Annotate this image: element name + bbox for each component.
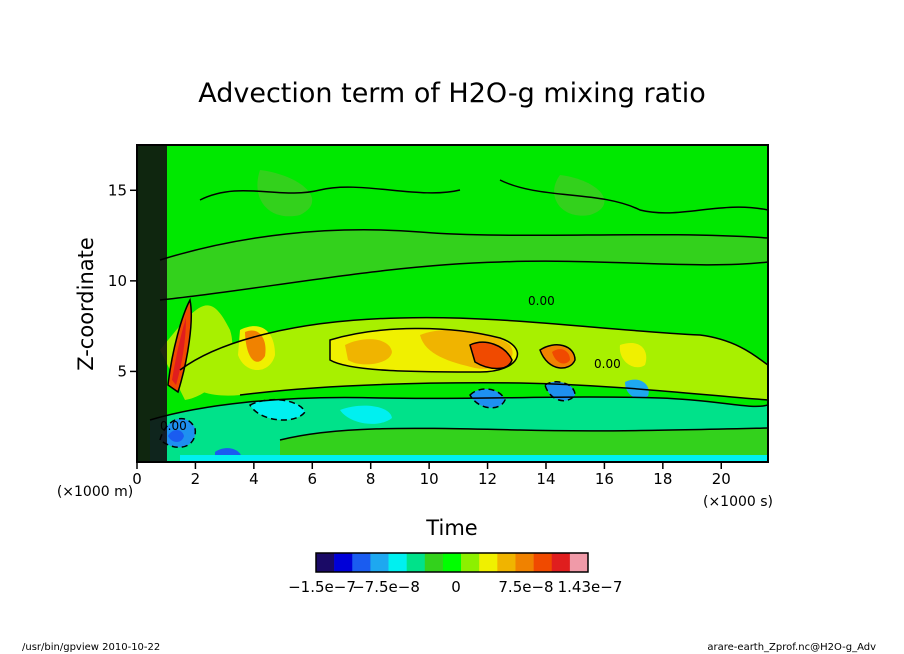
contour-label: 0.00 xyxy=(594,357,621,371)
contour-lines xyxy=(149,179,768,441)
colorbar-swatch xyxy=(352,553,371,572)
cyan-trough xyxy=(250,399,305,421)
red-peak-14 xyxy=(552,349,570,364)
footer-right: arare-earth_Zprof.nc@H2O-g_Adv xyxy=(707,642,876,653)
colorbar-label: −1.5e−7 xyxy=(288,578,356,596)
lower-green-band xyxy=(280,428,768,462)
x-tick-label: 18 xyxy=(653,470,672,488)
cyan-trough xyxy=(340,405,392,424)
footer-left: /usr/bin/gpview 2010-10-22 xyxy=(22,642,160,653)
colorbar-swatch xyxy=(316,553,335,572)
colorbar-frame xyxy=(315,552,589,573)
yellow-ridge xyxy=(619,342,647,368)
spinup-column xyxy=(137,145,167,462)
colorbar-swatch xyxy=(461,553,480,572)
x-tick-label: 16 xyxy=(595,470,614,488)
contour-label: 0.00 xyxy=(160,419,187,433)
colorbar-label: 7.5e−8 xyxy=(498,578,553,596)
blue-trough-core xyxy=(168,430,184,442)
y-axis-unit: (×1000 m) xyxy=(57,484,133,500)
x-axis: 0 2 4 6 8 10 12 14 16 18 20 xyxy=(132,462,731,488)
chart-title: Advection term of H2O-g mixing ratio xyxy=(198,78,706,109)
y-axis: 5 10 15 xyxy=(108,181,137,380)
colorbar-label: 1.43e−7 xyxy=(558,578,623,596)
colorbar-swatch xyxy=(406,553,426,572)
colorbar-swatch xyxy=(388,553,407,572)
x-tick-label: 4 xyxy=(249,470,259,488)
red-peak-12 xyxy=(470,342,512,369)
colorbar-swatch xyxy=(551,553,571,572)
x-tick-label: 12 xyxy=(478,470,497,488)
plot-area: 0.00 0.00 0.00 xyxy=(137,145,768,462)
colorbar-swatch xyxy=(533,553,553,572)
x-axis-unit: (×1000 s) xyxy=(703,494,773,510)
x-tick-label: 6 xyxy=(308,470,318,488)
y-tick-label: 5 xyxy=(117,362,127,380)
colorbar-swatch xyxy=(442,553,462,572)
colorbar: −1.5e−7−7.5e−8 0 7.5e−8 1.43e−7 xyxy=(288,552,623,596)
upper-light-band xyxy=(160,229,768,300)
colorbar-swatch xyxy=(497,553,516,572)
plot-frame xyxy=(136,144,769,463)
y-tick-label: 15 xyxy=(108,181,127,199)
y-axis-label: Z-coordinate xyxy=(74,237,98,371)
x-axis-label: Time xyxy=(425,516,477,540)
colorbar-swatch xyxy=(569,553,589,572)
x-tick-label: 2 xyxy=(191,470,201,488)
colorbar-label: −7.5e−8 xyxy=(352,578,420,596)
colorbar-label: 0 xyxy=(451,578,461,596)
colorbar-swatch xyxy=(515,553,534,572)
x-tick-label: 0 xyxy=(132,470,142,488)
contour-label: 0.00 xyxy=(528,294,555,308)
negative-contours xyxy=(159,381,576,449)
colorbar-swatch xyxy=(424,553,444,572)
orange-blob xyxy=(345,339,392,365)
colorbar-swatch xyxy=(334,553,353,572)
x-tick-label: 10 xyxy=(420,470,439,488)
colorbar-swatch xyxy=(479,553,498,572)
x-tick-label: 14 xyxy=(536,470,555,488)
x-tick-label: 20 xyxy=(712,470,731,488)
surface-layer xyxy=(180,455,768,462)
red-core-early xyxy=(172,318,186,385)
x-tick-label: 8 xyxy=(366,470,376,488)
y-tick-label: 10 xyxy=(108,272,127,290)
colorbar-swatch xyxy=(370,553,389,572)
